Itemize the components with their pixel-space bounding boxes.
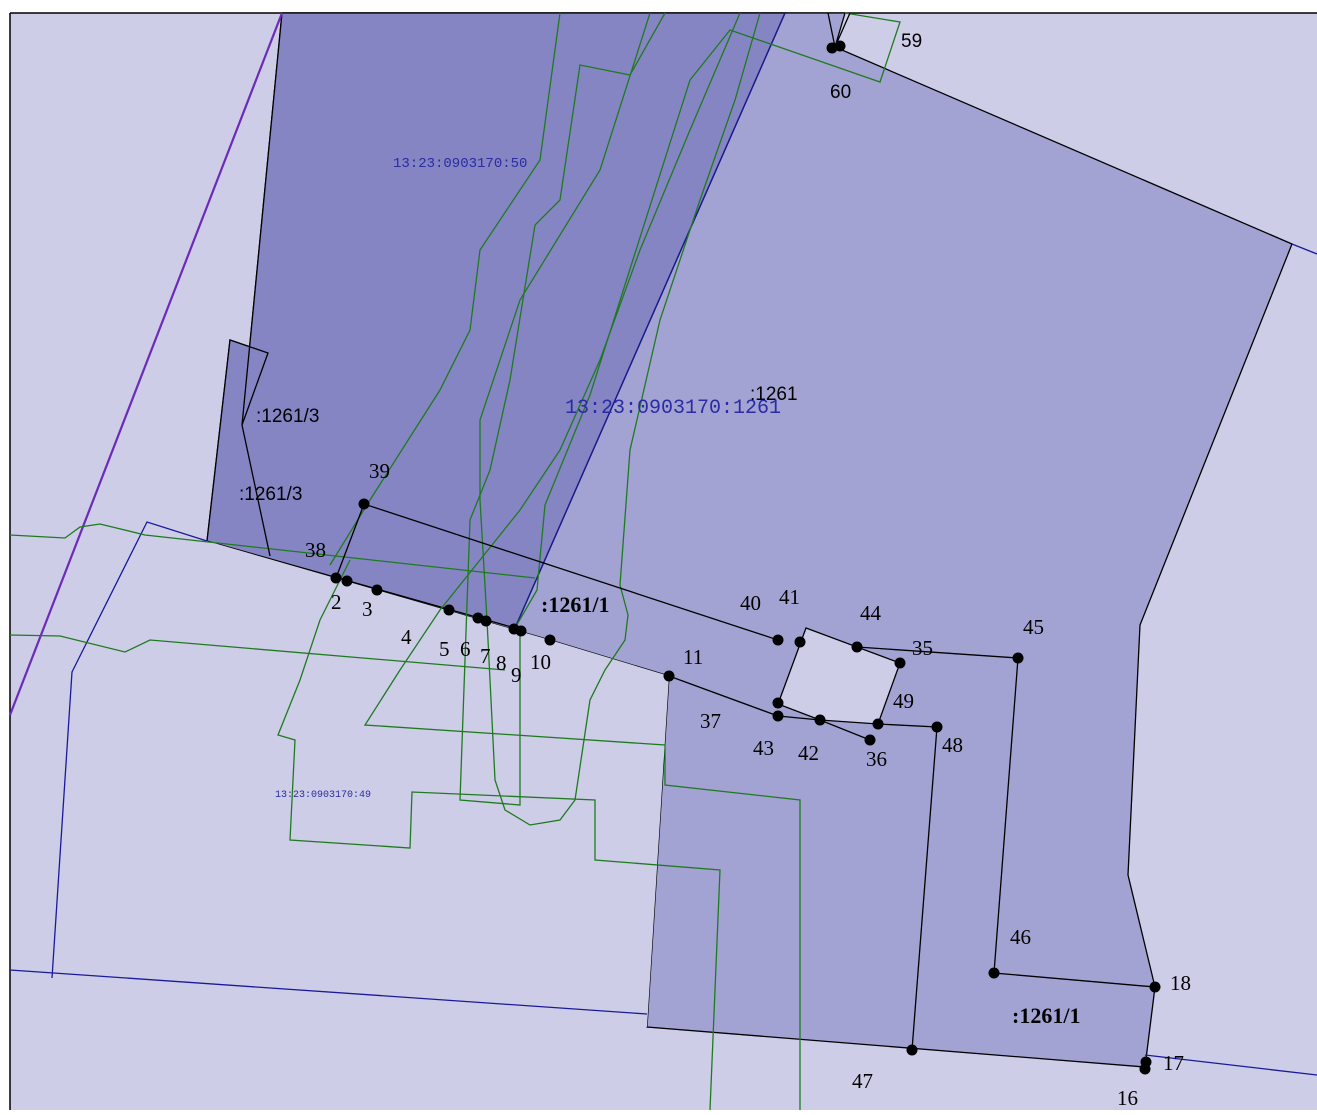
purple-boundary — [8, 12, 284, 716]
point-42[interactable] — [814, 714, 826, 726]
parcel-49-label: 13:23:0903170:49 — [275, 790, 371, 801]
point-43b[interactable] — [772, 697, 784, 709]
green-contour-6 — [479, 12, 761, 826]
point-label-2: 2 — [331, 590, 342, 614]
point-39[interactable] — [358, 498, 370, 510]
point-35[interactable] — [894, 657, 906, 669]
parcel-main-label: 13:23:0903170:1261 — [565, 397, 781, 420]
blue-boundary-diagonal — [514, 12, 786, 629]
point-40[interactable] — [772, 634, 784, 646]
point-11[interactable] — [663, 670, 675, 682]
point-label-38: 38 — [305, 538, 326, 562]
point-label-4: 4 — [401, 625, 412, 649]
point-label-49: 49 — [893, 689, 914, 713]
point-5[interactable] — [443, 604, 455, 616]
point-label-41: 41 — [779, 585, 800, 609]
point-60b[interactable] — [834, 40, 846, 52]
point-label-47: 47 — [852, 1069, 873, 1093]
subparcel-1261-1-upper-label: :1261/1 — [541, 592, 609, 617]
point-16[interactable] — [1139, 1063, 1151, 1075]
blue-boundary-se — [1144, 1054, 1317, 1076]
point-label-36: 36 — [866, 747, 887, 771]
point-label-9: 9 — [511, 663, 522, 687]
survey-line-part3 — [241, 424, 271, 557]
point-10[interactable] — [544, 634, 556, 646]
point-3[interactable] — [371, 584, 383, 596]
point-label-11: 11 — [683, 645, 703, 669]
point-label-16: 16 — [1117, 1086, 1138, 1110]
point-label-46: 46 — [1010, 925, 1031, 949]
point-label-35: 35 — [912, 636, 933, 660]
subparcel-1261-3-upper-label: :1261/3 — [256, 406, 319, 427]
subparcel-1261-label: :1261 — [750, 384, 798, 405]
point-9[interactable] — [515, 625, 527, 637]
blue-boundary-west — [51, 521, 208, 979]
point-label-44: 44 — [860, 601, 882, 625]
blue-boundary-ne — [1291, 243, 1317, 255]
point-49[interactable] — [872, 718, 884, 730]
point-36[interactable] — [864, 734, 876, 746]
green-contour-1 — [9, 523, 536, 579]
point-46[interactable] — [988, 967, 1000, 979]
point-label-6: 6 — [460, 637, 471, 661]
point-label-45: 45 — [1023, 615, 1044, 639]
parcel-49-fill[interactable] — [52, 522, 669, 1027]
point-label-39: 39 — [369, 459, 390, 483]
point-47[interactable] — [906, 1044, 918, 1056]
point-label-60: 60 — [830, 82, 851, 103]
point-label-3: 3 — [362, 597, 373, 621]
point-2b[interactable] — [341, 575, 353, 587]
blue-boundaries — [9, 12, 1317, 1076]
point-label-48: 48 — [942, 733, 963, 757]
point-2[interactable] — [330, 572, 342, 584]
survey-points — [330, 40, 1161, 1075]
survey-line-44-45 — [856, 646, 1156, 988]
point-label-37: 37 — [700, 709, 721, 733]
green-contour-4 — [329, 12, 561, 566]
subparcel-1261-3-lower-label: :1261/3 — [239, 484, 302, 505]
point-43[interactable] — [772, 710, 784, 722]
point-label-5: 5 — [439, 637, 450, 661]
point-7[interactable] — [480, 615, 492, 627]
point-label-43: 43 — [753, 736, 774, 760]
point-label-17: 17 — [1163, 1051, 1184, 1075]
point-label-8: 8 — [496, 651, 507, 675]
green-contour-7 — [363, 12, 801, 1110]
point-label-18: 18 — [1170, 971, 1191, 995]
point-41[interactable] — [794, 636, 806, 648]
survey-line-11-43 — [668, 675, 871, 741]
blue-boundary-south — [9, 969, 648, 1015]
subparcel-1261-1-lower-label: :1261/1 — [1012, 1003, 1080, 1028]
point-label-7: 7 — [480, 644, 491, 668]
green-contour-5 — [459, 12, 666, 806]
building-outline — [777, 627, 901, 725]
point-48[interactable] — [931, 721, 943, 733]
green-contour-8 — [277, 559, 721, 1111]
parcel-50-label: 13:23:0903170:50 — [393, 156, 527, 172]
green-contour-2 — [9, 634, 506, 671]
point-label-40: 40 — [740, 591, 761, 615]
point-45[interactable] — [1012, 652, 1024, 664]
point-18[interactable] — [1149, 981, 1161, 993]
point-label-59: 59 — [901, 31, 922, 52]
point-label-42: 42 — [798, 741, 819, 765]
point-44[interactable] — [851, 641, 863, 653]
point-label-10: 10 — [530, 650, 551, 674]
